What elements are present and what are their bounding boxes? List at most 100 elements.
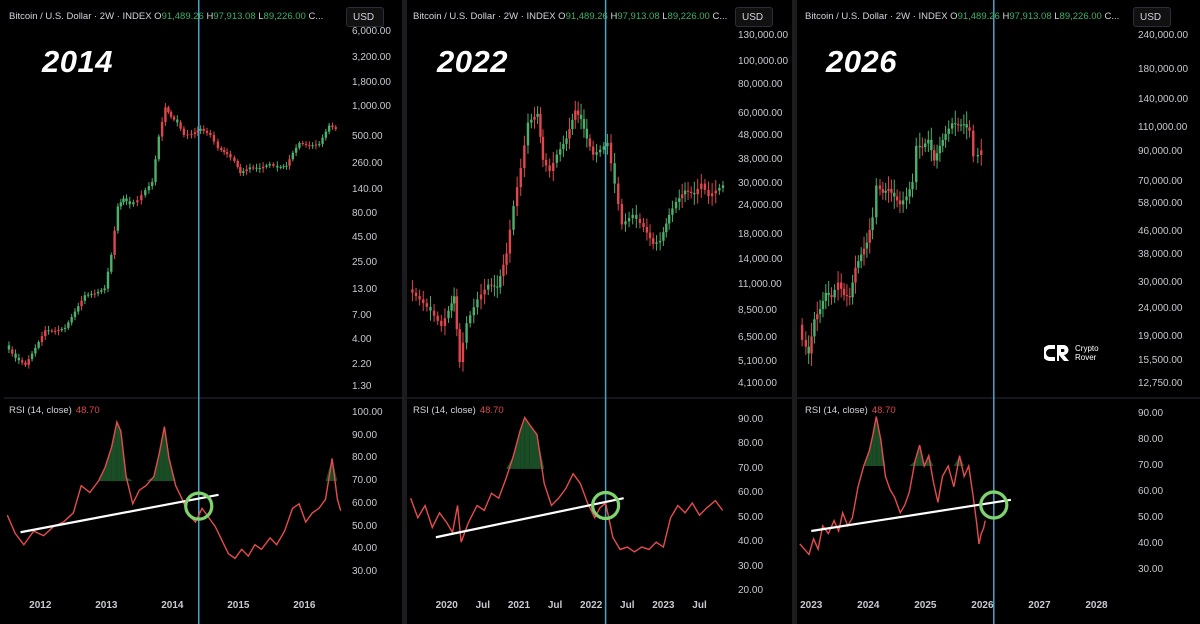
rsi-trendline xyxy=(811,498,1012,533)
rsi-tick-label: 80.00 xyxy=(1138,434,1164,445)
currency-button-1[interactable]: USD xyxy=(346,7,384,27)
candle-body xyxy=(884,190,887,193)
price-tick-label: 4,100.00 xyxy=(738,378,777,389)
candle-body xyxy=(34,347,37,354)
candle-body xyxy=(40,336,44,342)
candle-body xyxy=(954,123,957,125)
candle-body xyxy=(196,130,199,133)
x-tick-label: Jul xyxy=(620,600,635,611)
low-label: L xyxy=(662,11,668,22)
candle-body xyxy=(598,149,602,153)
rsi-title-3: RSI (14, close) 48.70 xyxy=(805,405,896,416)
candle-body xyxy=(533,116,536,120)
candle-body xyxy=(944,134,947,140)
price-tick-label: 140,000.00 xyxy=(1138,93,1189,105)
price-tick-label: 19,000.00 xyxy=(1138,330,1183,342)
currency-button-3[interactable]: USD xyxy=(1133,7,1171,27)
candle-body xyxy=(878,185,882,190)
symbol-name: Bitcoin / U.S. Dollar · 2W · INDEX xyxy=(413,11,556,22)
candle-body xyxy=(635,214,638,219)
symbol-header-2: Bitcoin / U.S. Dollar · 2W · INDEX O91,4… xyxy=(413,11,727,22)
candle-body xyxy=(288,159,291,166)
candle-body xyxy=(119,202,123,207)
rsi-title-1: RSI (14, close) 48.70 xyxy=(9,405,100,416)
candle-body xyxy=(530,119,533,123)
candle-body xyxy=(60,328,63,331)
candle-body xyxy=(327,125,331,132)
candle-body xyxy=(703,183,707,190)
watermark-line-2: Rover xyxy=(1075,353,1097,362)
rsi-overbought-fill xyxy=(513,429,521,469)
candle-body xyxy=(321,137,324,144)
candle-body xyxy=(588,138,592,147)
candle-body xyxy=(851,282,854,298)
candle-body xyxy=(122,198,125,203)
candle-body xyxy=(959,124,963,126)
candle-body xyxy=(651,238,655,244)
candle-body xyxy=(90,294,93,296)
candle-body xyxy=(225,152,229,155)
currency-button-2[interactable]: USD xyxy=(735,7,773,27)
candle-body xyxy=(579,114,583,120)
candle-body xyxy=(686,190,690,192)
price-tick-label: 6,500.00 xyxy=(738,331,777,343)
candle-body xyxy=(606,142,609,147)
candle-body xyxy=(222,150,226,153)
candle-body xyxy=(308,144,311,146)
candle-body xyxy=(425,303,429,307)
symbol-name: Bitcoin / U.S. Dollar · 2W · INDEX xyxy=(9,11,152,22)
x-tick-label: Jul xyxy=(547,600,563,611)
rsi-tick-label: 70.00 xyxy=(352,475,378,487)
candle-body xyxy=(947,128,950,135)
high-label: H xyxy=(610,11,618,22)
price-tick-label: 3,200.00 xyxy=(352,52,391,64)
candle-body xyxy=(585,128,589,139)
candle-body xyxy=(915,145,918,183)
candle-body xyxy=(160,121,164,137)
candle-body xyxy=(871,217,874,230)
price-tick-label: 46,000.00 xyxy=(1138,225,1183,237)
rsi-overbought-fill xyxy=(505,456,514,469)
watermark-text: Crypto Rover xyxy=(1075,344,1099,362)
candle-body xyxy=(707,189,710,197)
candle-body xyxy=(980,150,983,155)
candle-body xyxy=(865,242,869,249)
candle-body xyxy=(901,200,905,205)
candle-body xyxy=(836,282,840,290)
candle-body xyxy=(645,226,649,233)
candle-body xyxy=(239,167,242,174)
price-tick-label: 260.00 xyxy=(352,158,383,170)
price-tick-label: 60,000.00 xyxy=(738,107,783,119)
candle-body xyxy=(962,124,966,126)
price-tick-label: 48,000.00 xyxy=(738,130,783,142)
price-tick-label: 140.00 xyxy=(352,184,383,196)
candle-body xyxy=(508,229,512,254)
candle-body xyxy=(693,193,696,195)
x-tick-label: 2014 xyxy=(161,600,184,611)
candle-body xyxy=(680,194,684,199)
x-tick-label: 2023 xyxy=(652,600,675,611)
candle-body xyxy=(261,166,265,169)
candle-body xyxy=(624,221,627,225)
candle-body xyxy=(576,110,580,115)
rsi-overbought-fill xyxy=(909,460,916,466)
chart-panel-2 xyxy=(407,0,792,624)
watermark-line-1: Crypto xyxy=(1075,344,1099,353)
price-tick-label: 38,000.00 xyxy=(738,153,783,165)
candle-body xyxy=(93,293,96,295)
candle-body xyxy=(100,290,103,292)
candle-body xyxy=(169,112,173,117)
candle-body xyxy=(242,171,245,174)
candle-body xyxy=(857,261,860,268)
price-tick-label: 15,500.00 xyxy=(1138,354,1183,366)
candle-body xyxy=(499,276,502,288)
candle-body xyxy=(182,128,186,135)
candle-body xyxy=(432,310,436,316)
rsi-tick-label: 90.00 xyxy=(352,429,378,441)
candle-body xyxy=(252,167,255,169)
candle-body xyxy=(842,288,846,296)
price-tick-label: 5,100.00 xyxy=(738,356,777,368)
candle-body xyxy=(956,124,960,126)
candle-body xyxy=(298,142,301,148)
candle-body xyxy=(14,353,17,358)
